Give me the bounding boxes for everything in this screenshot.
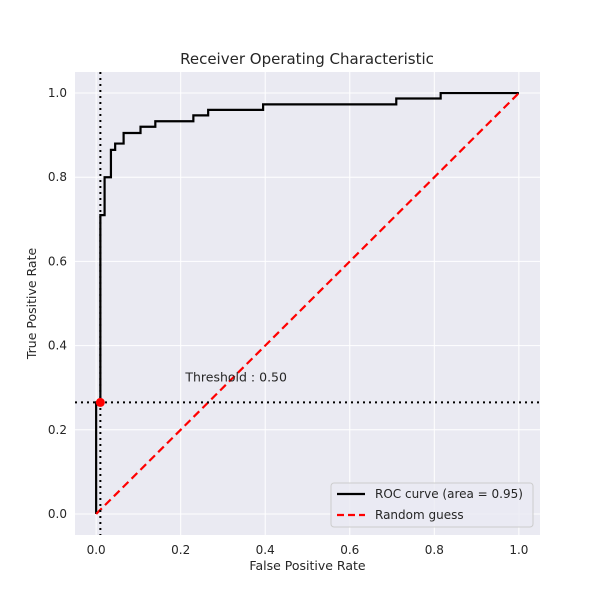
- series-layer: [95, 91, 520, 515]
- chart-title: Receiver Operating Characteristic: [180, 50, 434, 68]
- y-tick-label-2: 0.4: [48, 339, 67, 353]
- tick-labels: 0.0 0.2 0.4 0.6 0.8 1.0 0.0 0.2 0.4 0.6 0.8 1.0: [48, 86, 529, 557]
- threshold-layer: Threshold : 0.50: [75, 72, 540, 535]
- legend-label-roc: ROC curve (area = 0.95): [375, 487, 523, 501]
- y-tick-label-5: 1.0: [48, 86, 67, 100]
- y-tick-label-1: 0.2: [48, 423, 67, 437]
- x-tick-label-5: 1.0: [509, 543, 528, 557]
- legend-label-random: Random guess: [375, 508, 464, 522]
- y-tick-label-3: 0.6: [48, 254, 67, 268]
- y-axis-label: True Positive Rate: [24, 248, 39, 361]
- grid: [75, 72, 540, 535]
- x-tick-label-2: 0.4: [256, 543, 275, 557]
- y-tick-label-0: 0.0: [48, 507, 67, 521]
- x-tick-label-3: 0.6: [340, 543, 359, 557]
- threshold-label: Threshold : 0.50: [184, 369, 287, 384]
- x-axis-label: False Positive Rate: [249, 558, 365, 573]
- legend-box: [330, 482, 534, 528]
- x-tick-label-1: 0.2: [171, 543, 190, 557]
- threshold-marker: [95, 397, 105, 407]
- series-line-roc-curve-area-0-95: [95, 91, 519, 514]
- y-tick-label-4: 0.8: [48, 170, 67, 184]
- x-tick-label-4: 0.8: [425, 543, 444, 557]
- x-tick-label-0: 0.0: [87, 543, 106, 557]
- legend: ROC curve (area = 0.95) Random guess: [330, 482, 534, 528]
